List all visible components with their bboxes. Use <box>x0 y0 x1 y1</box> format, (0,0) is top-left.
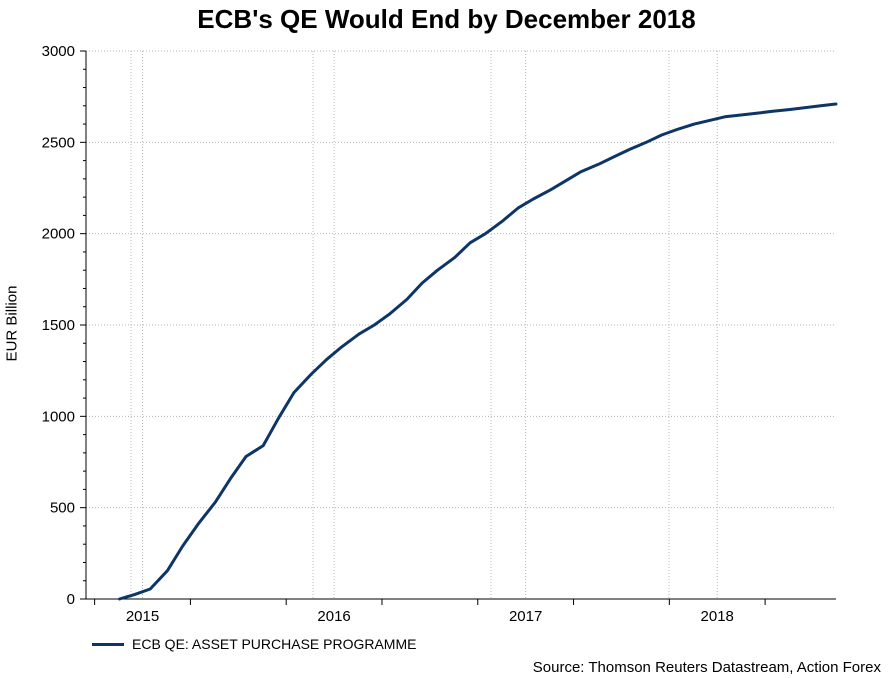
legend-swatch <box>92 642 124 646</box>
y-tick-label: 2500 <box>42 134 75 151</box>
y-tick-label: 0 <box>67 591 75 608</box>
x-tick-label: 2018 <box>701 608 734 625</box>
legend: ECB QE: ASSET PURCHASE PROGRAMME <box>92 636 416 652</box>
source-note: Source: Thomson Reuters Datastream, Acti… <box>532 659 881 676</box>
chart-title: ECB's QE Would End by December 2018 <box>197 4 696 34</box>
y-tick-label: 1000 <box>42 408 75 425</box>
y-tick-label: 3000 <box>42 43 75 60</box>
series-line <box>118 102 838 601</box>
x-tick-label: 2016 <box>317 608 350 625</box>
y-tick-label: 2000 <box>42 226 75 243</box>
y-tick-label: 1500 <box>42 317 75 334</box>
legend-label: ECB QE: ASSET PURCHASE PROGRAMME <box>132 636 417 652</box>
x-tick-label: 2015 <box>126 608 159 625</box>
x-tick-label: 2017 <box>509 608 542 625</box>
y-tick-label: 500 <box>50 500 75 517</box>
